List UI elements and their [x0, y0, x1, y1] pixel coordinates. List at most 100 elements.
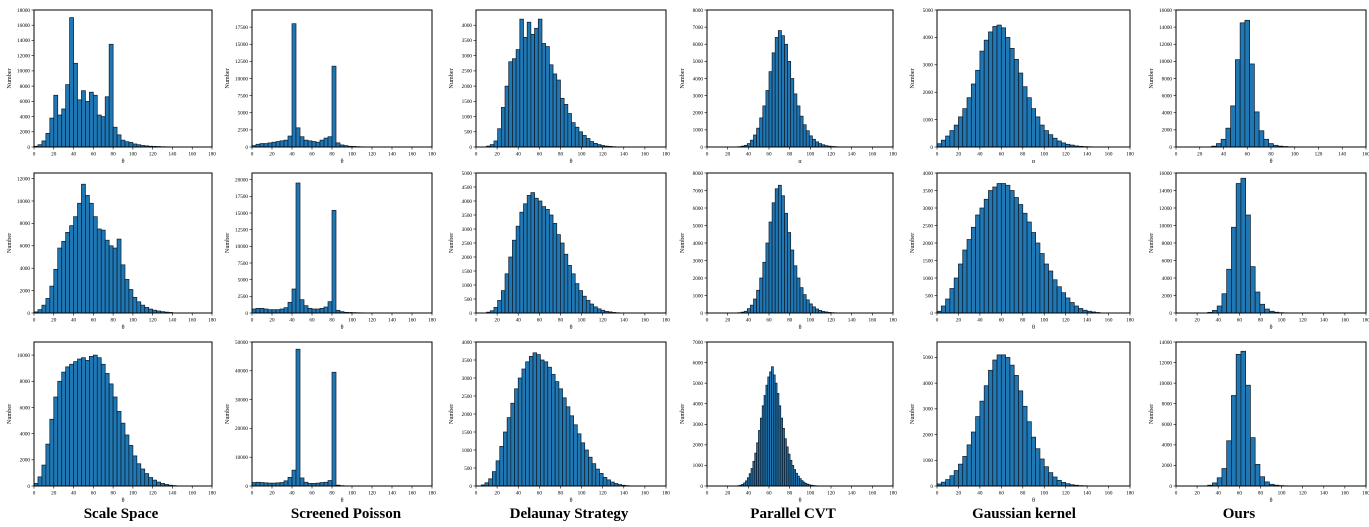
y-tick-label: 7500	[238, 93, 249, 99]
histogram-bar	[1244, 19, 1250, 148]
y-tick-label: 10000	[1159, 381, 1172, 387]
histogram-bar	[746, 308, 751, 314]
histogram-bar	[77, 202, 82, 314]
x-tick-label: 80	[1268, 152, 1274, 158]
x-tick-label: 100	[1040, 491, 1048, 497]
x-tick-label: 80	[558, 491, 564, 497]
histogram-bar	[979, 400, 985, 487]
histogram-bar	[953, 277, 959, 314]
histogram-bar	[962, 249, 968, 314]
x-tick-label: 80	[1020, 318, 1026, 324]
x-tick-label: 60	[999, 491, 1005, 497]
x-tick-label: 180	[1126, 491, 1134, 497]
histogram-bar	[593, 143, 598, 148]
histogram-ours-row-1: 0 20 40 60 80 100 120 140 160 0 2000 4000 6000 8000 10…	[1148, 8, 1369, 165]
x-tick-label: 20	[956, 152, 962, 158]
histogram-bar	[565, 406, 571, 487]
y-tick-label: 14000	[1159, 25, 1172, 31]
x-tick-label: 100	[1278, 491, 1286, 497]
x-tick-label: 120	[1062, 491, 1070, 497]
y-tick-label: 500	[464, 130, 472, 136]
y-tick-label: 1500	[462, 99, 473, 105]
y-axis-label: Number	[6, 404, 13, 424]
y-tick-label: 3000	[923, 206, 934, 212]
y-tick-label: 6000	[693, 206, 704, 212]
y-tick-label: 4000	[462, 23, 473, 29]
x-tick-label: 140	[1320, 318, 1328, 324]
histogram-bar	[576, 433, 582, 487]
histogram-bar	[1061, 292, 1067, 314]
x-tick-label: 20	[495, 152, 501, 158]
histogram-bar	[1043, 263, 1049, 314]
histogram-bar	[1018, 390, 1024, 487]
histogram-bar	[1250, 437, 1256, 487]
y-tick-label: 17500	[235, 194, 248, 200]
histogram-bar	[756, 289, 761, 314]
x-tick-label: 0	[706, 152, 709, 158]
y-tick-label: 8000	[693, 171, 704, 177]
histogram-bar	[1225, 127, 1231, 148]
plot-frame	[936, 9, 1131, 148]
histogram-bar	[970, 226, 976, 314]
histogram-bar	[96, 357, 102, 487]
x-tick-label: 160	[1105, 152, 1113, 158]
histogram-bar	[1052, 476, 1058, 487]
x-axis-label: θ	[1032, 498, 1035, 504]
histogram-scale-space-row-1: 0 20 40 60 80 100 120 140 160 180 0 2000 4000 6000 800…	[6, 8, 216, 165]
histogram-bar	[781, 195, 785, 314]
x-tick-label: 40	[1216, 318, 1222, 324]
histogram-bar	[802, 294, 807, 314]
y-tick-label: 4000	[693, 76, 704, 82]
histogram-bar	[335, 142, 341, 148]
plot-frame	[33, 172, 213, 314]
histogram-bar	[1056, 140, 1062, 148]
y-tick-label: 6000	[20, 244, 31, 250]
histogram-bar	[602, 477, 608, 487]
histogram-bar	[1013, 58, 1019, 148]
histogram-gaussian-kernel-row-2: 0 20 40 60 80 100 120 140 160 180 0 500 1000 1500 2000…	[909, 171, 1134, 331]
y-tick-label: 12500	[235, 59, 248, 65]
histogram-bar	[1026, 221, 1032, 314]
x-tick-label: 140	[620, 318, 628, 324]
histogram-bar	[756, 127, 761, 148]
histogram-bar	[104, 373, 110, 487]
histogram-bar	[132, 296, 138, 314]
y-axis-label: Number	[6, 68, 13, 88]
x-tick-label: 60	[766, 318, 772, 324]
histogram-bar	[552, 73, 558, 148]
histogram-delaunay-strategy-row-1: 0 20 40 60 80 100 120 140 160 180 0 500 1000 1500 2000…	[448, 9, 670, 165]
x-tick-label: 0	[251, 152, 254, 158]
x-tick-label: 20	[1195, 491, 1201, 497]
x-tick-label: 140	[169, 152, 177, 158]
histogram-bar	[585, 300, 591, 314]
histogram-bar	[966, 97, 972, 148]
histogram-bar	[774, 37, 779, 148]
x-tick-label: 80	[558, 318, 564, 324]
y-tick-label: 1000	[462, 283, 473, 289]
y-tick-label: 1500	[923, 258, 934, 264]
x-tick-label: 80	[1258, 491, 1264, 497]
histogram-bar	[802, 124, 807, 148]
histogram-bar	[255, 307, 261, 314]
histogram-bar	[1031, 436, 1036, 487]
x-tick-label: 80	[558, 152, 564, 158]
histogram-bar	[299, 299, 305, 314]
histogram-bar	[523, 203, 528, 314]
histogram-bar	[521, 368, 526, 487]
x-tick-label: 40	[1221, 152, 1227, 158]
x-tick-label: 120	[827, 318, 835, 324]
y-tick-label: 7000	[693, 188, 704, 194]
histogram-bar	[1018, 204, 1024, 314]
histogram-bar	[291, 469, 297, 487]
histogram-bar	[299, 477, 305, 487]
x-axis-label: θ	[341, 159, 344, 165]
y-tick-label: 16000	[1159, 8, 1172, 14]
y-tick-label: 1500	[462, 430, 473, 436]
x-axis-label: θ	[570, 159, 573, 165]
x-tick-label: 180	[1126, 318, 1134, 324]
histogram-bar	[563, 253, 569, 314]
plot-frame	[475, 9, 667, 148]
histogram-bar	[53, 396, 59, 487]
x-axis-label: θ	[1270, 325, 1273, 331]
